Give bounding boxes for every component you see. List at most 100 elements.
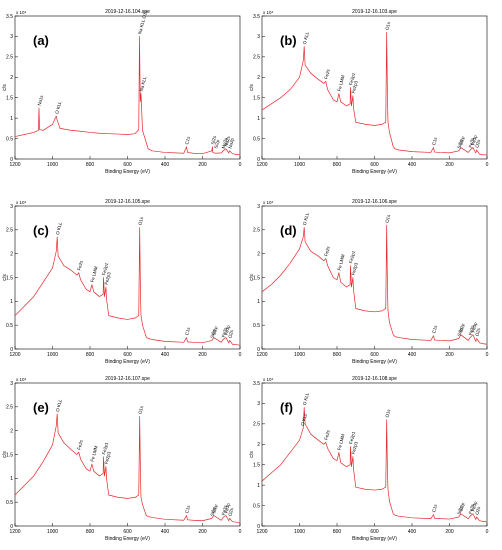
peak-label: Na KLL xyxy=(139,76,148,92)
x-tick-label: 800 xyxy=(333,352,342,358)
chart-title: 2019-12-16.106.spe xyxy=(352,199,397,205)
y-exponent-label: x 10⁴ xyxy=(263,377,274,382)
peak-label: O1s xyxy=(384,408,391,418)
x-tick-label: 1000 xyxy=(47,352,58,358)
y-exponent-label: x 10⁴ xyxy=(16,377,27,382)
x-tick-label: 600 xyxy=(123,529,132,535)
x-tick-label: 1000 xyxy=(47,529,58,535)
x-tick-label: 200 xyxy=(198,529,207,535)
y-tick-label: 1.5 xyxy=(6,96,13,102)
x-tick-label: 200 xyxy=(198,352,207,358)
peak-label: C1s xyxy=(431,136,438,146)
peak-label: Fe2s xyxy=(76,259,84,271)
peak-label: C1s xyxy=(184,135,191,145)
x-tick-label: 600 xyxy=(123,352,132,358)
y-tick-label: 1 xyxy=(10,299,13,305)
x-tick-label: 800 xyxy=(86,352,95,358)
peak-label: O KLL xyxy=(302,212,310,226)
peak-label: O KLL xyxy=(55,398,63,412)
y-tick-label: 1.5 xyxy=(253,96,260,102)
peak-label: Na KLL O1s xyxy=(137,9,148,35)
x-tick-label: 0 xyxy=(239,529,242,535)
peak-label: Si2s xyxy=(457,139,464,149)
peak-label: Fe3s xyxy=(221,504,229,516)
peak-label: Fe3p xyxy=(471,321,479,333)
peak-label: O2s xyxy=(474,327,481,337)
peak-label: Fe3s xyxy=(468,324,476,336)
y-tick-label: 2 xyxy=(257,251,260,257)
peak-label: Fe2s xyxy=(323,245,331,257)
y-tick-label: 2 xyxy=(257,442,260,448)
peak-label: O KLL xyxy=(302,31,310,45)
y-exponent-label: x 10⁴ xyxy=(263,200,274,205)
y-tick-label: 3.5 xyxy=(6,14,13,20)
y-tick-label: 1 xyxy=(10,476,13,482)
peak-label: O1s xyxy=(137,405,144,415)
peak-label: Si2s xyxy=(210,328,217,338)
x-tick-label: 1000 xyxy=(294,529,305,535)
panel-letter: (a) xyxy=(33,33,49,48)
peak-label: C1s xyxy=(184,504,191,514)
y-tick-label: 0.5 xyxy=(6,500,13,506)
x-tick-label: 600 xyxy=(370,162,379,168)
peak-label: Fe3s xyxy=(468,137,476,149)
peak-label: Fe3s xyxy=(221,326,229,338)
y-tick-label: 3 xyxy=(10,34,13,40)
x-tick-label: 1200 xyxy=(256,352,267,358)
y-axis-label: c/s xyxy=(249,84,255,91)
x-tick-label: 0 xyxy=(239,162,242,168)
y-tick-label: 1 xyxy=(257,483,260,489)
x-axis-label: Binding Energy (eV) xyxy=(105,169,150,175)
chart-title: 2019-12-16.104.spe xyxy=(105,9,150,15)
x-tick-label: 1000 xyxy=(47,162,58,168)
y-tick-label: 3 xyxy=(257,401,260,407)
peak-label: Fe2p3 xyxy=(351,441,359,455)
y-tick-label: 0.5 xyxy=(253,503,260,509)
y-tick-label: 2.5 xyxy=(6,405,13,411)
y-tick-label: 2 xyxy=(10,251,13,257)
y-exponent-label: x 10⁴ xyxy=(16,200,27,205)
peak-label: Si2s xyxy=(210,506,217,516)
peak-label: Na2s xyxy=(224,135,232,147)
peak-label: Si2p xyxy=(213,139,220,149)
y-tick-label: 1.5 xyxy=(253,463,260,469)
x-tick-label: 400 xyxy=(161,162,170,168)
x-tick-label: 800 xyxy=(333,162,342,168)
peak-label: Fe2s xyxy=(323,68,331,80)
peak-label: Fe2p1 xyxy=(348,250,356,264)
peak-label: O KLL xyxy=(55,221,63,235)
x-tick-label: 400 xyxy=(408,529,417,535)
x-tick-label: 1200 xyxy=(9,529,20,535)
peak-label: O2s xyxy=(474,138,481,148)
peak-label: Fe3p xyxy=(471,134,479,146)
y-tick-label: 0.5 xyxy=(253,136,260,142)
y-tick-label: 2 xyxy=(257,75,260,81)
y-tick-label: 0 xyxy=(10,347,13,353)
x-tick-label: 0 xyxy=(486,162,489,168)
y-exponent-label: x 10⁴ xyxy=(16,10,27,15)
y-tick-label: 2 xyxy=(10,428,13,434)
peak-label: Si2p xyxy=(458,135,465,145)
peak-label: C1s xyxy=(431,324,438,334)
y-tick-label: 1 xyxy=(10,116,13,122)
peak-label: Si2s xyxy=(210,135,217,145)
peak-label: Na1s xyxy=(37,94,45,106)
y-tick-label: 2.5 xyxy=(6,228,13,234)
peak-label: O KLL xyxy=(54,100,62,114)
y-tick-label: 2 xyxy=(10,75,13,81)
y-tick-label: 0.5 xyxy=(6,323,13,329)
x-tick-label: 800 xyxy=(86,162,95,168)
peak-label: Fe3p xyxy=(224,502,232,514)
peak-label: Fe2s xyxy=(76,439,84,451)
peak-label: Fe2p1 xyxy=(348,72,356,86)
panel-letter: (f) xyxy=(280,400,293,415)
x-axis-label: Binding Energy (eV) xyxy=(352,536,397,542)
peak-label: O2s xyxy=(227,329,234,339)
y-tick-label: 3 xyxy=(257,34,260,40)
x-tick-label: 800 xyxy=(86,529,95,535)
peak-label: Fe LMM xyxy=(90,265,99,282)
x-tick-label: 1200 xyxy=(256,529,267,535)
y-tick-label: 0.5 xyxy=(253,323,260,329)
y-axis-label: c/s xyxy=(2,274,8,281)
